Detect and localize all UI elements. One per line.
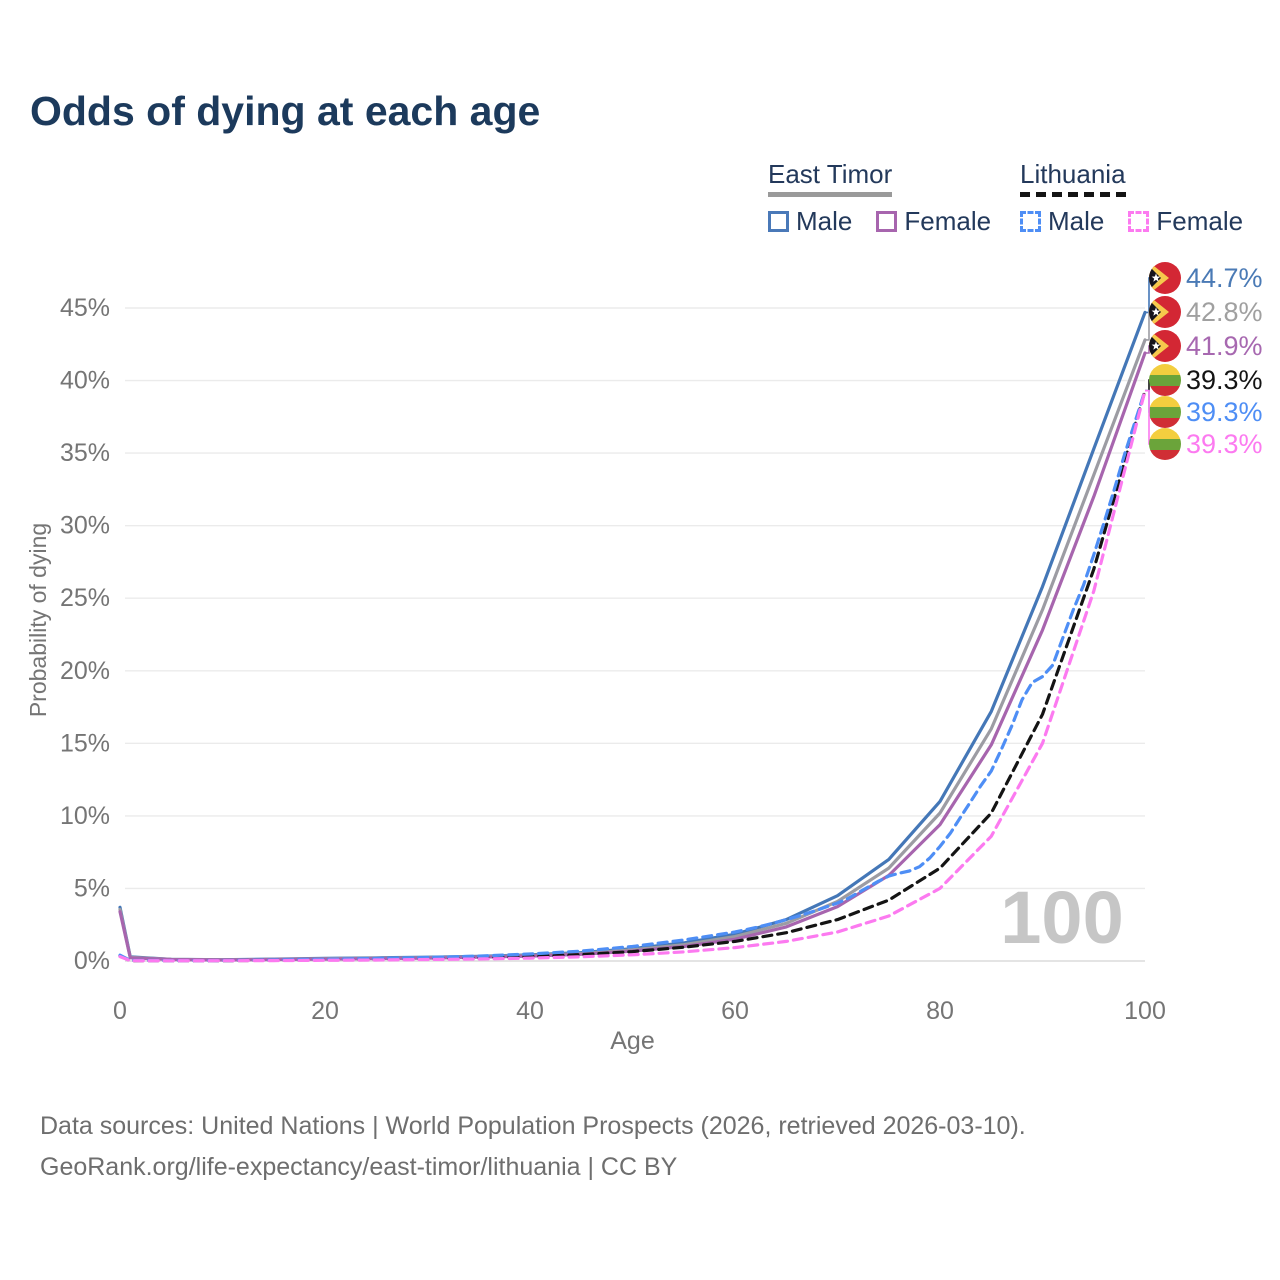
end-value-label: 39.3% xyxy=(1186,429,1263,459)
y-axis-tick-label: 10% xyxy=(60,802,110,830)
series-line-east-timor-female[interactable] xyxy=(118,351,1147,962)
y-axis-tick-label: 40% xyxy=(60,367,110,395)
y-axis-tick-label: 5% xyxy=(74,874,110,902)
legend-header-east-timor[interactable]: East Timor xyxy=(768,159,893,197)
x-axis-tick-label: 0 xyxy=(113,997,127,1025)
legend-item-lithuania-female[interactable]: Female xyxy=(1128,206,1243,237)
page-title: Odds of dying at each age xyxy=(30,88,541,134)
series-line-lithuania-both-sexes[interactable] xyxy=(118,389,1147,963)
legend-item-east-timor-female[interactable]: Female xyxy=(876,206,991,237)
legend-group-lithuania: Lithuania Male Female xyxy=(1020,159,1243,237)
legend-swatch-east-timor-female xyxy=(876,210,898,232)
x-axis-title: Age xyxy=(610,1027,654,1055)
legend-label-female: Female xyxy=(904,205,992,236)
y-axis-tick-label: 25% xyxy=(60,584,110,612)
end-value-label: 39.3% xyxy=(1186,397,1263,427)
y-axis-tick-label: 30% xyxy=(60,512,110,540)
series-line-lithuania-female[interactable] xyxy=(118,389,1147,963)
watermark-age-100: 100 xyxy=(1000,876,1123,959)
legend-label-male: Male xyxy=(1048,205,1105,236)
legend-row: Male Female xyxy=(768,206,991,237)
east-timor-flag-icon xyxy=(1149,330,1181,362)
end-value-label: 42.8% xyxy=(1186,297,1263,327)
footer: Data sources: United Nations | World Pop… xyxy=(40,1106,1026,1188)
x-axis-tick-label: 80 xyxy=(926,997,954,1025)
y-axis-tick-label: 20% xyxy=(60,657,110,685)
legend-row: Male Female xyxy=(1020,206,1243,237)
east-timor-flag-icon xyxy=(1149,296,1181,328)
footer-attribution-link: GeoRank.org/life-expectancy/east-timor/l… xyxy=(40,1153,678,1181)
x-axis-tick-label: 40 xyxy=(516,997,544,1025)
x-axis-tick-label: 60 xyxy=(721,997,749,1025)
legend-item-east-timor-male[interactable]: Male xyxy=(768,206,852,237)
legend-group-east-timor: East Timor Male Female xyxy=(768,159,991,237)
legend-label-female: Female xyxy=(1156,205,1244,236)
y-axis-tick-label: 35% xyxy=(60,439,110,467)
y-axis-tick-label: 15% xyxy=(60,729,110,757)
chart-canvas: 0% 5% 10% 15% 20% 25% 30% 35% 40% 45% 0 20 40 60 80 100… xyxy=(25,262,1263,1055)
y-axis-tick-label: 0% xyxy=(74,947,110,975)
series-line-east-timor-male[interactable] xyxy=(118,310,1147,962)
legend-item-lithuania-male[interactable]: Male xyxy=(1020,206,1104,237)
y-axis-tick-label: 45% xyxy=(60,294,110,322)
end-value-label: 41.9% xyxy=(1186,331,1263,361)
x-axis-tick-label: 20 xyxy=(311,997,339,1025)
legend-label-male: Male xyxy=(796,205,853,236)
east-timor-flag-icon xyxy=(1149,262,1181,294)
lithuania-flag-icon xyxy=(1149,364,1181,396)
legend-header-lithuania[interactable]: Lithuania xyxy=(1020,159,1126,197)
legend-swatch-east-timor-male xyxy=(768,210,789,232)
lithuania-flag-icon xyxy=(1149,396,1181,428)
series-line-lithuania-male[interactable] xyxy=(118,389,1147,963)
legend-swatch-lithuania-male xyxy=(1020,210,1041,232)
lithuania-flag-icon xyxy=(1149,428,1181,460)
end-value-label: 44.7% xyxy=(1186,263,1263,293)
y-axis-title: Probability of dying xyxy=(25,523,51,717)
series-line-east-timor-both-sexes[interactable] xyxy=(118,338,1147,962)
legend-swatch-lithuania-female xyxy=(1128,210,1150,232)
footer-data-sources: Data sources: United Nations | World Pop… xyxy=(40,1112,1026,1140)
end-value-label: 39.3% xyxy=(1186,365,1263,395)
x-axis-tick-label: 100 xyxy=(1124,997,1166,1025)
